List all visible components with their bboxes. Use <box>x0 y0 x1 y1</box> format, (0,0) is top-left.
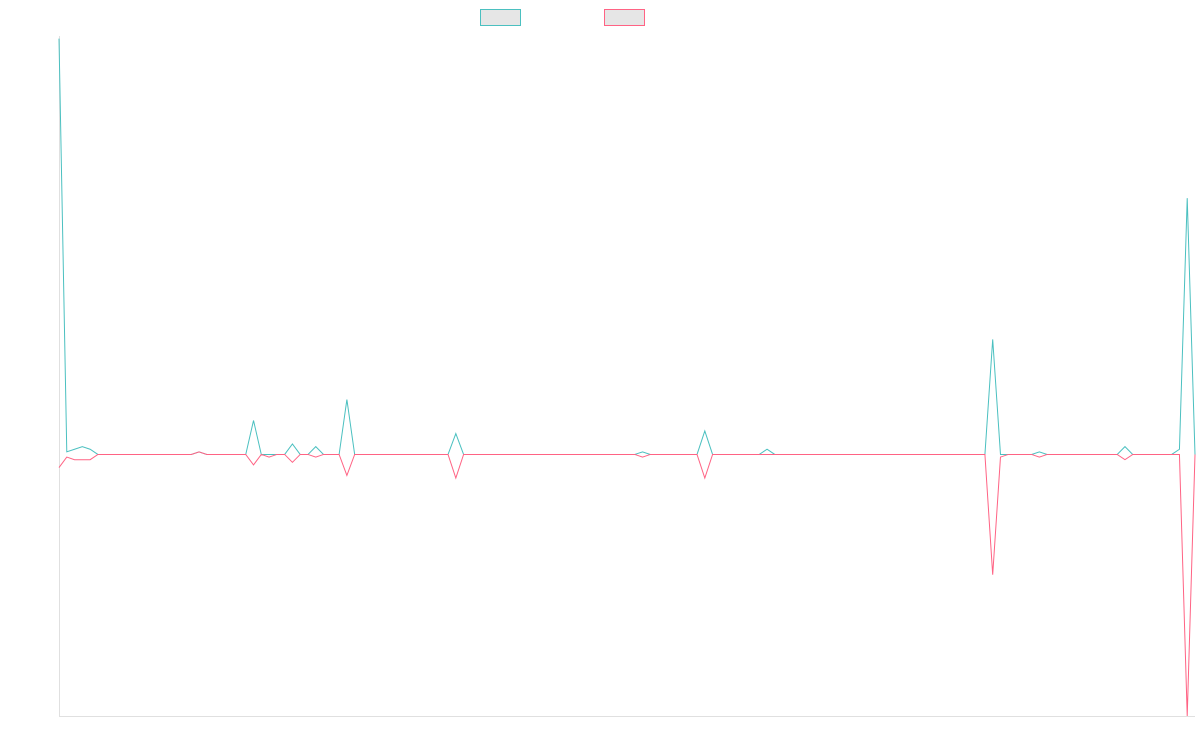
series-line <box>58 451 1196 717</box>
legend-swatch <box>480 9 521 26</box>
legend-swatch <box>604 9 645 26</box>
series-line <box>58 38 1196 455</box>
